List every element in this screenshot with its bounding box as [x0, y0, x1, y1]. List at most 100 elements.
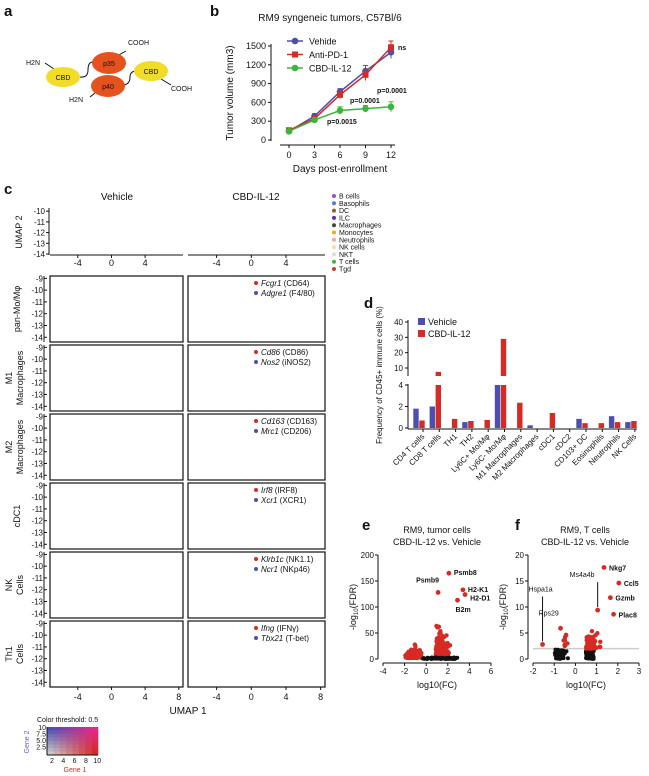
y-tick-label: -10	[31, 286, 43, 295]
protein-name: (NK1.1)	[284, 555, 314, 564]
gene-legend-label: Mrc1 (CD206)	[261, 427, 312, 436]
labeled-point-Rps29	[558, 625, 563, 631]
cbd-left-label: CBD	[56, 75, 71, 82]
protein-name: (CD64)	[281, 279, 309, 288]
y-tick-label: 300	[251, 116, 266, 126]
x-tick-label: 4	[467, 667, 472, 676]
color-key-cell	[47, 744, 54, 749]
significant-point	[594, 645, 599, 651]
legend-label: Vehicle	[428, 317, 457, 327]
significant-point	[410, 651, 415, 656]
y-tick-label: -13	[31, 529, 43, 538]
non-significant-point	[441, 656, 446, 661]
row-label-line: Macrophages	[15, 350, 25, 405]
gene-legend-label: Klrb1c (NK1.1)	[261, 555, 314, 564]
y-axis-label: Tumor volume (mm3)	[225, 45, 236, 140]
legend-label: T cells	[339, 259, 360, 266]
color-key-cell	[78, 737, 86, 742]
bar-CBD-IL-12	[631, 421, 637, 428]
gene-legend-label: Ifng (IFNγ)	[261, 624, 299, 633]
x-axis-label: log10(FC)	[566, 680, 606, 690]
gene-label: Hspa1a	[529, 586, 553, 593]
bar-upper-CBD-IL-12	[500, 338, 507, 376]
bar-Vehicle	[625, 422, 631, 428]
non-significant-point	[591, 656, 596, 661]
umap-plot-frame	[49, 482, 184, 550]
data-point	[388, 44, 394, 51]
gene-marker	[254, 498, 258, 502]
color-key-cell	[78, 751, 86, 756]
y-tick-label: 20	[394, 349, 403, 358]
y-tick-label: -13	[31, 322, 43, 331]
legend-marker-ilc	[332, 215, 336, 220]
p35-label: p35	[103, 61, 115, 68]
x-tick-label: -4	[379, 667, 387, 676]
gene1-label: Gene 1	[64, 767, 87, 774]
gene-label: Ccl5	[624, 581, 639, 588]
y-tick-label: -10	[31, 493, 43, 502]
title-line-2: CBD-IL-12 vs. Vehicle	[541, 537, 629, 547]
cbd-domain-right	[134, 61, 168, 81]
color-key-cell	[72, 734, 80, 738]
labeled-point-Psmb8	[446, 570, 452, 576]
color-key-cell	[59, 727, 67, 731]
x-tick-label: -4	[213, 692, 221, 702]
x-tick-label: 0	[286, 150, 291, 160]
color-key-cell	[85, 730, 92, 735]
row-label-line: M1	[4, 372, 14, 385]
y-tick-label: -14	[33, 250, 45, 259]
panel-label-e: e	[362, 517, 370, 534]
non-significant-point	[450, 656, 455, 661]
linker	[89, 92, 96, 98]
significant-point	[563, 632, 569, 638]
gene-legend-label: Nos2 (iNOS2)	[261, 358, 311, 367]
color-key-cell	[78, 734, 86, 738]
panel-label-c: c	[4, 181, 12, 198]
significant-point	[562, 642, 567, 648]
gene-marker	[254, 350, 258, 354]
color-key-x-tick: 2	[50, 758, 54, 765]
y-tick-label: -10	[33, 207, 45, 216]
umap1-axis-label: UMAP 1	[169, 706, 206, 717]
gene-label: B2m	[456, 607, 471, 614]
color-key-x-tick: 10	[93, 758, 101, 765]
significant-point	[437, 640, 443, 645]
bar-CBD-IL-12	[549, 412, 556, 428]
gene-name: Adgre1	[260, 289, 287, 298]
annotation-ns: ns	[398, 45, 406, 52]
y-tick-label: 0	[399, 424, 404, 433]
significant-point	[415, 650, 420, 655]
data-point	[336, 107, 344, 114]
legend-marker-macrophages	[332, 223, 336, 228]
row-label-2: M2Macrophages	[4, 419, 25, 474]
y-tick-label: -12	[31, 586, 43, 595]
row-label-line: pan-Mo/Mφ	[12, 286, 22, 333]
category-label: cDC1	[536, 432, 557, 453]
color-key-cell	[66, 751, 73, 756]
bar-CBD-IL-12	[419, 420, 425, 428]
annotation-p-day9: p=0.0001	[350, 98, 380, 105]
gene-marker	[254, 360, 258, 364]
bar-Vehicle	[527, 425, 533, 428]
significant-point	[561, 638, 567, 643]
umap-plot-frame	[187, 482, 326, 550]
legend-label: CBD-IL-12	[309, 64, 352, 74]
color-key-cell	[72, 741, 80, 745]
y-tick-label: 50	[365, 629, 374, 638]
y-tick-label: -9	[36, 412, 44, 421]
y-tick-label: -12	[31, 379, 43, 388]
y-tick-label: -10	[31, 424, 43, 433]
legend-label: Basophils	[339, 201, 370, 208]
color-key-cell	[47, 741, 54, 745]
immune-frequency-bar-chart: Frequency of CD45+ immune cells (%) 1020…	[375, 306, 638, 482]
y-tick-label: -11	[34, 218, 46, 227]
umap-plot-frame	[187, 413, 326, 481]
significant-point	[408, 655, 413, 660]
c-terminus-top: COOH	[128, 40, 149, 47]
gene-name: Nos2	[261, 358, 280, 367]
legend-marker	[291, 64, 299, 72]
y-tick-label: 0	[370, 655, 375, 664]
col-title-vehicle: Vehicle	[101, 192, 134, 203]
